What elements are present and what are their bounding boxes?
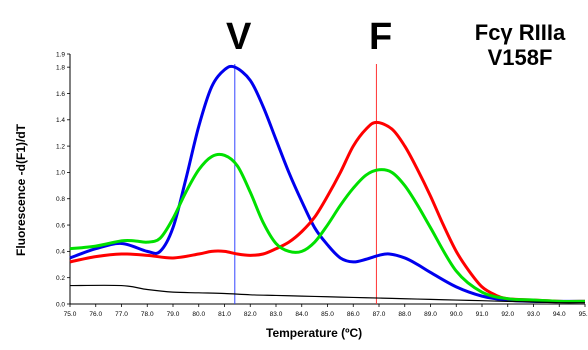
y-tick-label: 0.8 <box>56 196 65 203</box>
peak-label-f: F <box>369 16 393 58</box>
chart-title: Fcγ RIIIa V158F <box>470 20 570 70</box>
x-tick-label: 85.0 <box>321 311 334 318</box>
x-tick-label: 95.0 <box>579 311 588 318</box>
x-tick-label: 79.0 <box>167 311 180 318</box>
series-f-homozygous-line <box>69 120 586 303</box>
x-tick-label: 76.0 <box>89 311 102 318</box>
x-axis-label: Temperature (ºC) <box>266 326 363 340</box>
y-tick-label: 1.4 <box>56 117 65 124</box>
y-tick-label: 0.4 <box>56 249 65 256</box>
y-tick-label: 1.2 <box>56 143 65 150</box>
x-tick-label: 93.0 <box>527 311 540 318</box>
x-tick-label: 92.0 <box>501 311 514 318</box>
x-tick-label: 82.0 <box>244 311 257 318</box>
y-tick-label: 1.8 <box>56 64 65 71</box>
series-baseline-line <box>69 284 586 304</box>
x-tick-label: 90.0 <box>450 311 463 318</box>
y-tick-label: 1.6 <box>56 91 65 98</box>
peak-marker-lines <box>234 64 377 304</box>
series-vf-heterozygous-line <box>69 152 586 303</box>
x-tick-label: 87.0 <box>373 311 386 318</box>
x-tick-label: 77.0 <box>115 311 128 318</box>
x-tick-label: 78.0 <box>141 311 154 318</box>
y-tick-label: 1.9 <box>56 51 65 58</box>
x-tick-label: 86.0 <box>347 311 360 318</box>
x-tick-label: 81.0 <box>218 311 231 318</box>
series-v-homozygous-line <box>69 64 585 303</box>
y-tick-label: 0.2 <box>56 275 65 282</box>
axes-layer: 0.0 0.2 0.4 0.6 0.8 1.0 1.2 1.4 1.6 1.8 1.9 75.0 76.… <box>56 51 588 318</box>
x-tick-label: 83.0 <box>270 311 283 318</box>
chart-title-line1: Fcγ RIIIa <box>474 20 566 45</box>
y-tick-label: 1.0 <box>56 170 65 177</box>
chart-title-line2: V158F <box>487 45 553 70</box>
x-tick-label: 84.0 <box>295 311 308 318</box>
x-tick-label: 80.0 <box>192 311 205 318</box>
series-layer <box>69 64 586 304</box>
x-tick-label: 88.0 <box>398 311 411 318</box>
x-tick-label: 75.0 <box>64 311 77 318</box>
x-tick-label: 89.0 <box>424 311 437 318</box>
x-tick-label: 91.0 <box>476 311 489 318</box>
y-axis-label: Fluorescence -d(F1)/dT <box>14 123 28 257</box>
peak-label-v: V <box>226 16 252 58</box>
y-tick-label: 0.6 <box>56 222 65 229</box>
y-tick-label: 0.0 <box>56 301 65 308</box>
x-tick-label: 94.0 <box>553 311 566 318</box>
